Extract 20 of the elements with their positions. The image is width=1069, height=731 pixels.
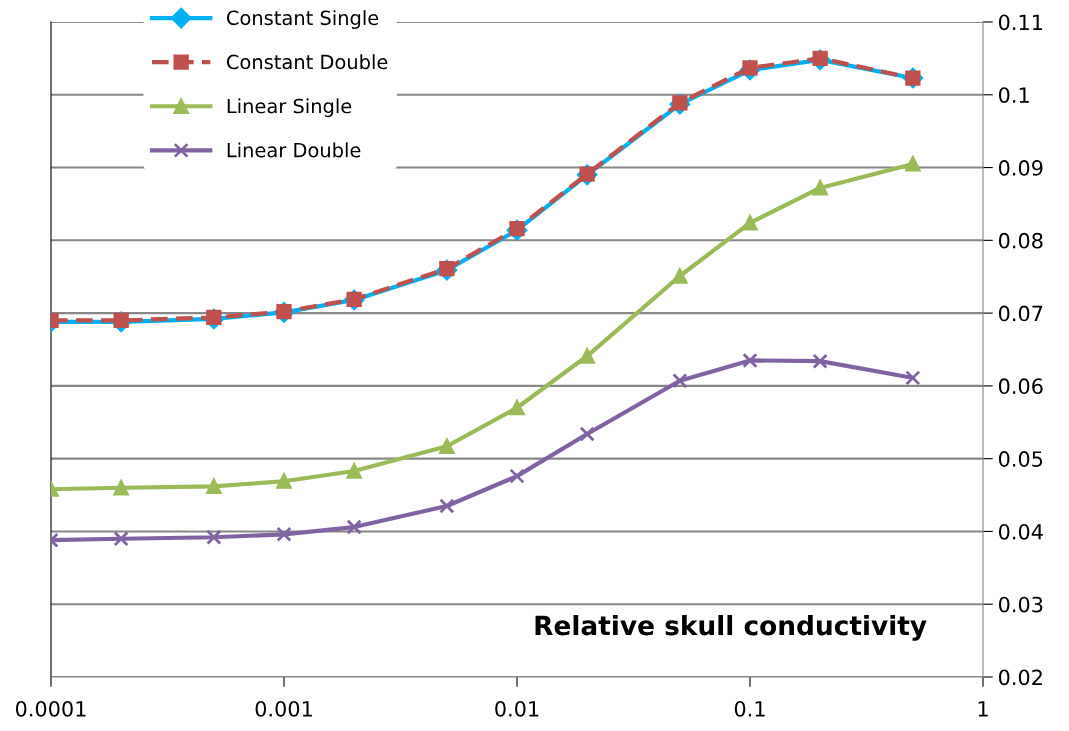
legend-label: Linear Double	[227, 142, 361, 158]
y-tick-label: 0.05	[998, 451, 1043, 467]
legend-label: Constant Double	[226, 54, 388, 70]
y-tick-label: 0.06	[998, 378, 1043, 395]
y-tick-label: 0.02	[998, 669, 1042, 686]
legend-label: Constant Single	[226, 10, 379, 29]
x-tick-label: 0.001	[255, 700, 312, 717]
y-tick-label: 0.1	[998, 87, 1029, 103]
x-axis-title: Relative skull conductivity	[535, 615, 927, 641]
y-tick-label: 0.07	[998, 305, 1043, 322]
x-tick-label: 0.1	[734, 700, 765, 717]
y-tick-label: 0.03	[998, 596, 1043, 613]
x-tick-label: 0.0001	[15, 700, 86, 717]
legend-label: Linear Single	[227, 98, 352, 118]
x-tick-label: 0.01	[495, 700, 539, 717]
y-tick-label: 0.09	[998, 160, 1043, 176]
y-tick-label: 0.04	[998, 523, 1043, 540]
y-tick-label: 0.08	[998, 232, 1043, 249]
x-tick-label: 1	[978, 701, 988, 717]
y-tick-label: 0.11	[998, 14, 1043, 31]
